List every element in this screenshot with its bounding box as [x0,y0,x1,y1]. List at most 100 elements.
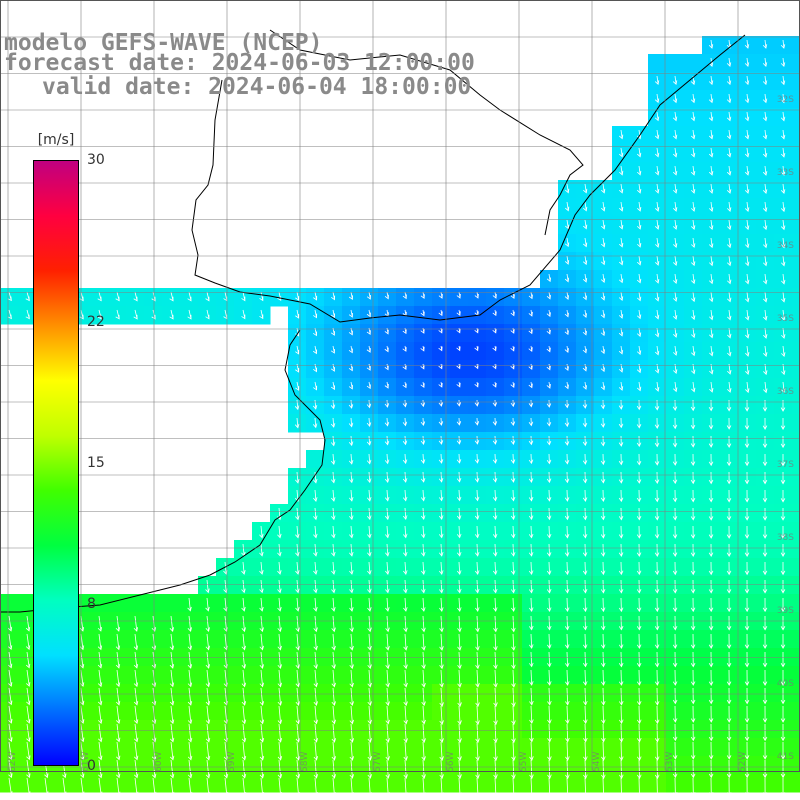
wind-arrow [133,309,138,320]
field-cell [666,342,685,361]
wind-arrow [727,273,732,285]
field-cell [792,684,800,703]
wind-arrow [330,363,335,372]
wind-arrow [439,597,444,612]
wind-arrow [618,165,624,176]
field-cell [414,360,433,379]
wind-arrow [259,687,265,706]
field-cell [792,54,800,73]
wind-arrow [457,741,462,762]
wind-arrow [726,705,732,723]
wind-arrow [762,219,768,231]
wind-arrow [565,219,570,230]
wind-arrow [564,615,570,631]
wind-arrow [745,273,750,285]
field-cell [576,270,595,289]
wind-arrow [726,507,732,521]
wind-arrow [708,741,714,760]
wind-arrow [169,327,174,338]
wind-arrow [529,705,534,725]
wind-arrow [456,507,462,520]
wind-arrow [690,687,696,705]
wind-arrow [25,615,31,632]
wind-arrow [690,525,696,539]
wind-arrow [672,165,678,176]
wind-arrow [780,489,786,503]
wind-arrow [546,615,552,631]
wind-arrow [492,435,498,445]
wind-arrow [726,75,732,86]
latitude-label: 32S [776,95,794,105]
wind-arrow [438,399,444,407]
wind-arrow [726,723,732,742]
wind-arrow [600,615,606,631]
wind-arrow [673,273,678,284]
wind-arrow [511,687,516,708]
field-cell [342,378,361,397]
field-cell [684,180,703,199]
wind-arrow [690,705,696,723]
wind-arrow [565,741,570,761]
wind-arrow [762,147,768,158]
field-cell [792,720,800,739]
wind-arrow [295,345,300,355]
field-cell [648,324,667,343]
wind-arrow [277,687,283,706]
wind-arrow [600,525,606,539]
field-cell [666,162,685,181]
wind-arrow [456,543,462,557]
wind-arrow [636,309,642,320]
wind-arrow [241,651,247,669]
wind-arrow [457,579,462,594]
wind-arrow [636,633,642,650]
field-cell [630,180,649,199]
wind-arrow [25,309,30,320]
field-cell [216,306,235,325]
wind-arrow [636,669,642,686]
field-cell [126,288,145,307]
field-cell [486,360,505,379]
wind-arrow [654,399,660,411]
wind-arrow [690,651,696,668]
wind-arrow [564,255,570,265]
wind-arrow [673,381,678,393]
wind-arrow [116,741,121,761]
wind-arrow [169,741,175,761]
wind-arrow [672,561,678,576]
field-cell [522,342,541,361]
wind-arrow [169,633,175,651]
wind-arrow [457,723,462,744]
wind-arrow [744,75,750,86]
field-cell [18,684,37,703]
field-cell [0,630,19,649]
wind-arrow [600,489,606,503]
wind-arrow [690,417,696,430]
wind-arrow [583,759,588,780]
field-cell [648,90,667,109]
wind-arrow [366,489,372,502]
wind-arrow [636,543,642,557]
wind-arrow [673,219,678,230]
title-valid-date: valid date: 2024-06-04 18:00:00 [42,74,472,100]
title-model: modelo GEFS-WAVE (NCEP) [4,30,323,56]
wind-arrow [655,237,660,248]
wind-arrow [618,471,624,484]
field-cell [684,324,703,343]
field-cell [648,216,667,235]
wind-arrow [384,381,389,389]
wind-arrow [402,489,408,502]
wind-speed-field [0,36,800,793]
wind-arrow [510,543,516,557]
field-cell [54,774,73,793]
wind-arrow [762,543,768,558]
field-cell [684,288,703,307]
latitude-label: 34S [776,241,794,251]
wind-arrow [780,633,786,650]
wind-arrow [169,705,175,725]
wind-arrow [744,615,750,631]
wind-arrow [672,75,678,86]
field-cell [792,72,800,91]
wind-arrow [582,597,588,613]
wind-arrow [618,543,624,557]
